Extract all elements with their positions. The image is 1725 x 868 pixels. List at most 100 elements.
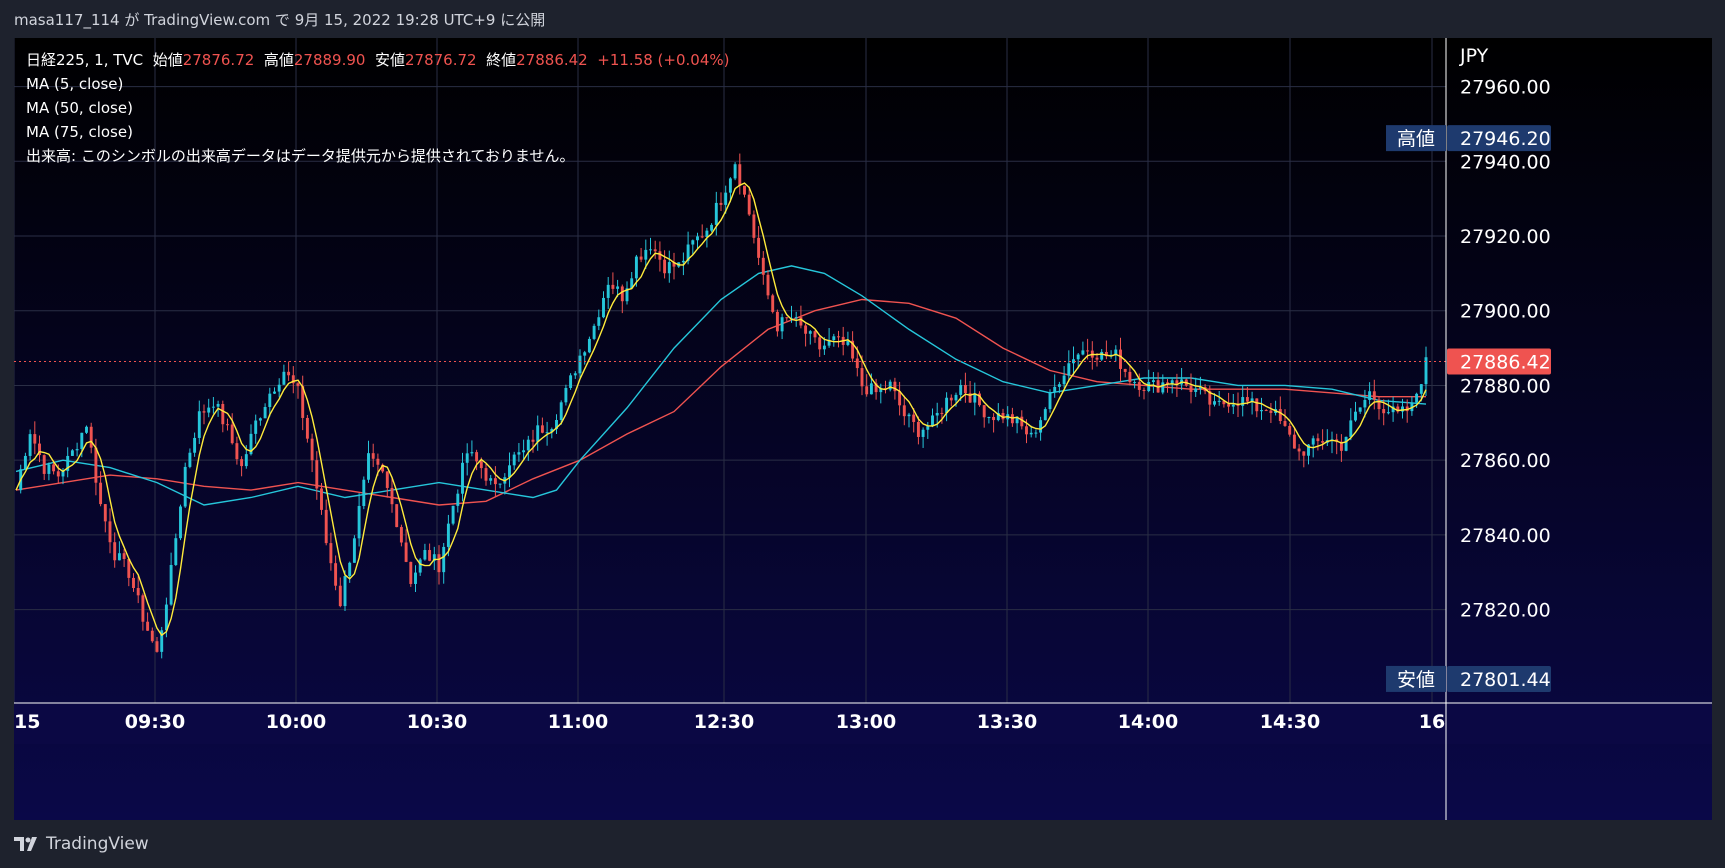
candle-body[interactable] (207, 407, 211, 413)
candle-body[interactable] (775, 311, 779, 332)
candle-body[interactable] (367, 453, 370, 480)
candle-body[interactable] (710, 224, 714, 231)
candle-body[interactable] (555, 419, 558, 430)
candle-body[interactable] (446, 523, 450, 547)
candle-body[interactable] (634, 256, 638, 279)
candle-body[interactable] (1358, 407, 1362, 412)
candle-body[interactable] (390, 487, 394, 505)
candle-body[interactable] (240, 459, 244, 467)
candle-body[interactable] (117, 553, 121, 561)
candle-body[interactable] (1349, 420, 1353, 437)
candle-body[interactable] (254, 420, 258, 434)
candle-body[interactable] (1222, 400, 1226, 405)
candle-body[interactable] (348, 562, 352, 577)
candle-body[interactable] (404, 542, 408, 562)
candle-body[interactable] (1095, 357, 1099, 360)
candle-body[interactable] (1236, 404, 1240, 406)
candle-body[interactable] (719, 202, 723, 205)
candle-body[interactable] (277, 384, 281, 392)
candle-body[interactable] (99, 482, 103, 505)
candle-body[interactable] (686, 244, 690, 261)
candle-body[interactable] (1382, 409, 1386, 414)
candle-body[interactable] (522, 450, 526, 453)
candle-body[interactable] (216, 403, 220, 407)
candle-body[interactable] (301, 386, 305, 418)
candle-body[interactable] (362, 479, 366, 506)
candle-body[interactable] (1043, 409, 1047, 421)
candle-body[interactable] (700, 236, 704, 238)
candle-body[interactable] (916, 421, 920, 437)
candle-body[interactable] (127, 558, 131, 578)
candle-body[interactable] (132, 577, 135, 589)
candle-body[interactable] (1401, 406, 1404, 412)
candle-body[interactable] (616, 286, 620, 289)
time-scale[interactable]: 15 09:30 10:00 10:30 11:00 12:30 13:00 13:30 14:… (14, 711, 1445, 733)
candle-body[interactable] (343, 576, 347, 607)
candle-body[interactable] (780, 317, 784, 332)
candle-body[interactable] (1128, 371, 1132, 383)
candle-body[interactable] (1086, 350, 1090, 352)
candle-body[interactable] (639, 256, 643, 260)
candle-body[interactable] (851, 340, 855, 359)
candle-body[interactable] (931, 415, 934, 426)
candle-body[interactable] (531, 439, 535, 442)
candle-body[interactable] (1213, 401, 1216, 405)
candle-body[interactable] (357, 505, 361, 539)
candle-body[interactable] (827, 340, 831, 346)
candle-body[interactable] (296, 383, 300, 387)
candle-body[interactable] (1034, 432, 1038, 434)
candle-body[interactable] (1292, 434, 1296, 449)
candle-body[interactable] (268, 393, 272, 408)
candle-body[interactable] (1245, 397, 1249, 402)
candle-body[interactable] (66, 455, 70, 471)
candle-body[interactable] (752, 214, 756, 238)
candle-body[interactable] (38, 443, 41, 456)
candle-body[interactable] (456, 493, 460, 506)
candle-body[interactable] (649, 249, 652, 251)
candle-body[interactable] (761, 257, 765, 275)
candle-body[interactable] (1217, 400, 1221, 402)
candle-body[interactable] (108, 521, 112, 543)
candle-body[interactable] (907, 414, 911, 417)
candle-body[interactable] (1377, 399, 1381, 410)
candle-body[interactable] (822, 345, 826, 350)
candle-body[interactable] (475, 452, 479, 462)
candle-body[interactable] (249, 433, 253, 455)
candle-body[interactable] (1123, 368, 1127, 372)
candle-body[interactable] (653, 249, 657, 252)
candle-body[interactable] (992, 416, 996, 421)
candle-body[interactable] (334, 563, 338, 586)
candle-body[interactable] (940, 412, 944, 414)
candle-body[interactable] (705, 230, 709, 237)
candle-body[interactable] (597, 317, 601, 326)
candle-body[interactable] (1114, 349, 1118, 355)
candle-body[interactable] (23, 455, 27, 470)
candle-body[interactable] (658, 251, 662, 260)
candle-body[interactable] (385, 471, 389, 488)
candle-body[interactable] (1316, 438, 1320, 442)
candle-body[interactable] (1198, 387, 1202, 389)
candle-body[interactable] (1072, 359, 1075, 364)
candle-body[interactable] (75, 449, 79, 451)
candle-body[interactable] (813, 331, 817, 338)
candle-body[interactable] (1386, 412, 1390, 414)
candle-body[interactable] (1170, 380, 1174, 384)
chart-frame[interactable]: JPY 27960.00 27940.00 27920.00 27900.00 2788… (14, 38, 1712, 820)
candle-body[interactable] (832, 336, 836, 341)
candle-body[interactable] (1405, 406, 1409, 412)
candle-body[interactable] (244, 454, 248, 467)
candle-body[interactable] (230, 424, 234, 444)
candle-body[interactable] (663, 259, 667, 274)
candle-body[interactable] (1039, 420, 1043, 433)
candle-body[interactable] (183, 466, 187, 507)
candle-body[interactable] (1189, 385, 1193, 392)
candle-body[interactable] (193, 437, 197, 453)
candle-body[interactable] (493, 478, 497, 485)
candle-body[interactable] (1344, 436, 1348, 451)
candle-body[interactable] (28, 434, 32, 456)
candle-body[interactable] (1368, 391, 1372, 400)
candle-body[interactable] (1020, 416, 1024, 427)
candle-body[interactable] (818, 337, 822, 350)
candle-body[interactable] (733, 164, 737, 179)
candle-body[interactable] (291, 375, 295, 384)
